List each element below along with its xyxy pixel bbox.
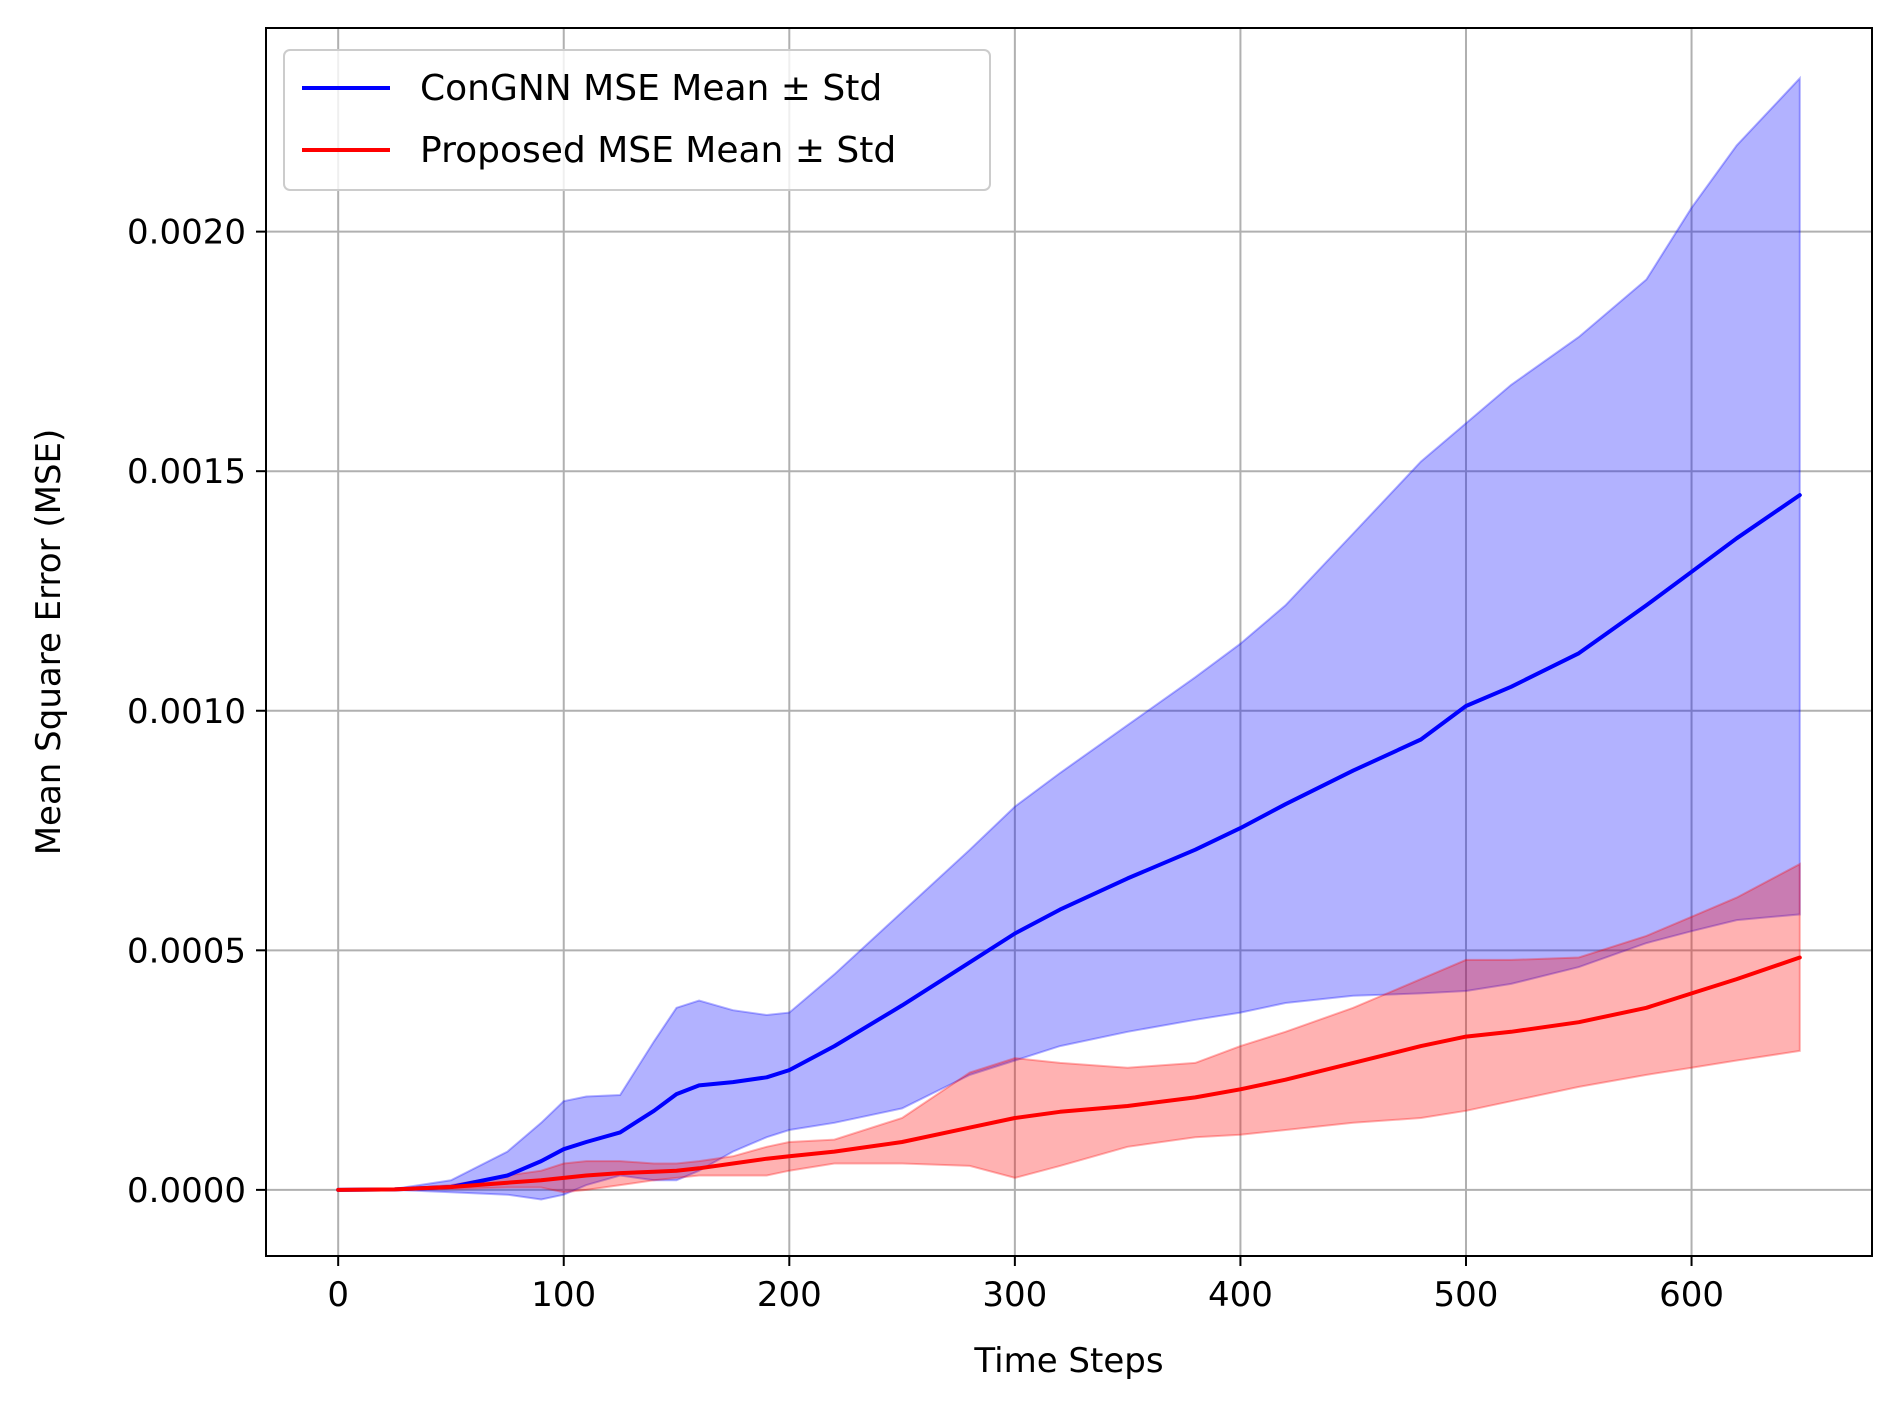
- legend: ConGNN MSE Mean ± Std Proposed MSE Mean …: [283, 49, 991, 191]
- proposed-mean-line: [336, 955, 1802, 1192]
- plot-frame: [265, 27, 1873, 1257]
- congnn-mean-line: [336, 493, 1802, 1192]
- axis-ticks: 0 100 200 300 400 500 600 0.0000 0.0005 0.0010 0.0…: [127, 213, 1724, 1315]
- y-tick-label: 0.0015: [127, 452, 246, 492]
- grid: [266, 28, 1872, 1256]
- mean-lines: [336, 493, 1802, 1192]
- legend-label-congnn: ConGNN MSE Mean ± Std: [420, 68, 882, 109]
- x-tick-label: 0: [327, 1275, 349, 1315]
- y-axis-title: Mean Square Error (MSE): [29, 429, 69, 856]
- x-tick-label: 600: [1659, 1275, 1724, 1315]
- legend-box: [283, 49, 991, 191]
- x-tick-label: 100: [531, 1275, 596, 1315]
- y-tick-label: 0.0010: [127, 692, 246, 732]
- y-tick-label: 0.0005: [127, 931, 246, 971]
- y-tick-label: 0.0020: [127, 213, 246, 253]
- x-tick-label: 200: [757, 1275, 822, 1315]
- x-tick-label: 400: [1208, 1275, 1273, 1315]
- y-tick-label: 0.0000: [127, 1171, 246, 1211]
- x-tick-label: 300: [982, 1275, 1047, 1315]
- x-tick-label: 500: [1434, 1275, 1499, 1315]
- x-axis-title: Time Steps: [973, 1341, 1163, 1381]
- legend-label-proposed: Proposed MSE Mean ± Std: [420, 130, 896, 171]
